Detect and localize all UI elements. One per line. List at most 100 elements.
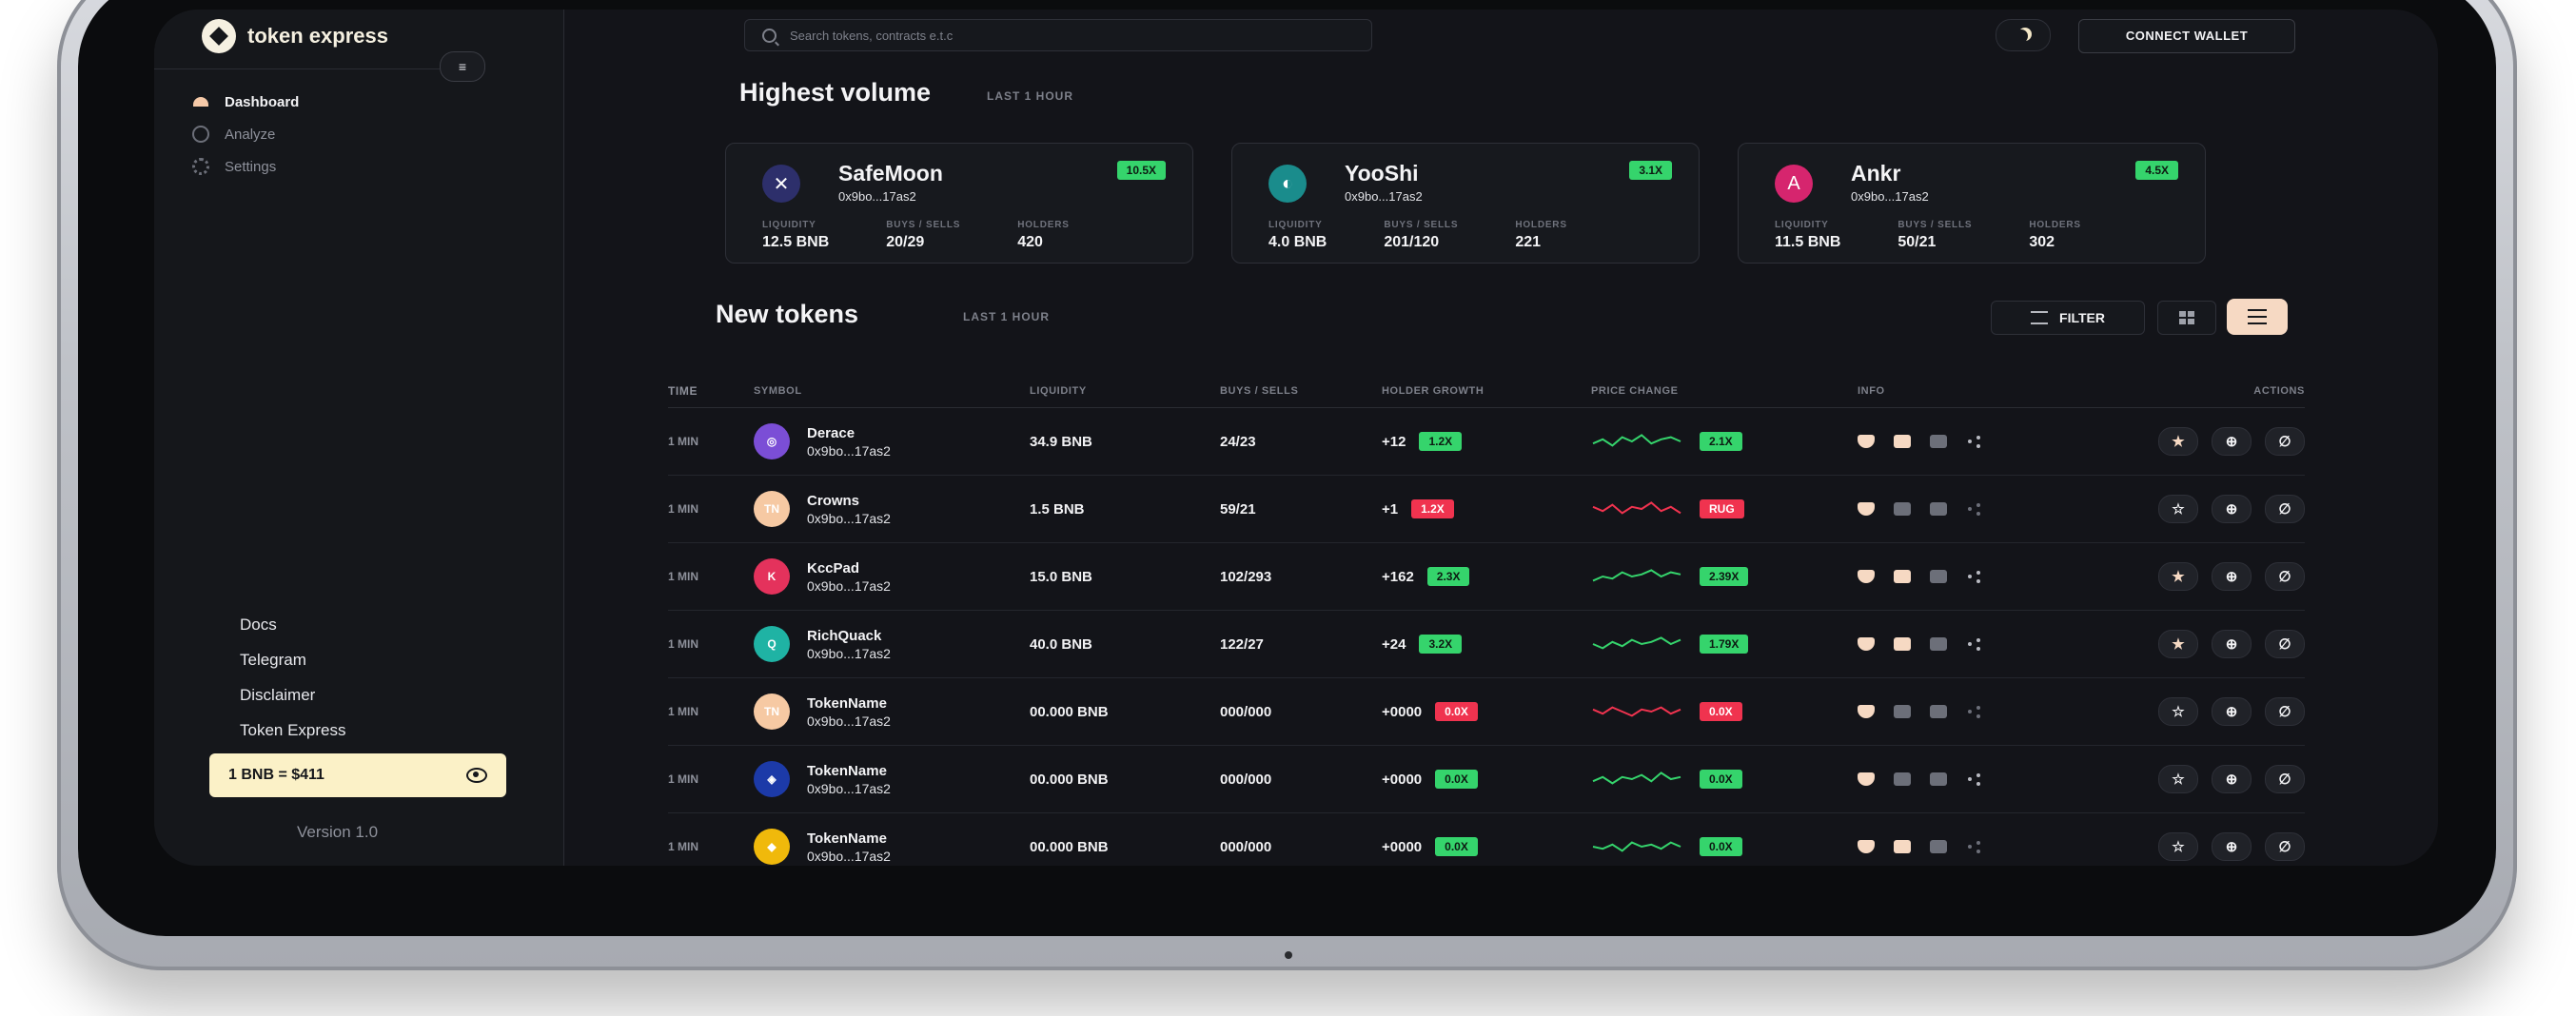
wallet-icon[interactable] [1894, 502, 1911, 516]
search-placeholder[interactable]: Search tokens, contracts e.t.c [790, 28, 954, 43]
row-symbol[interactable]: TN Crowns 0x9bo...17as2 [754, 491, 1030, 527]
table-row[interactable]: 1 MIN Q RichQuack 0x9bo...17as2 40.0 BNB 122/… [668, 611, 2305, 678]
lock-icon[interactable] [1930, 502, 1947, 516]
shield-icon[interactable] [1858, 705, 1875, 718]
table-row[interactable]: 1 MIN TN Crowns 0x9bo...17as2 1.5 BNB 59/21 +1… [668, 476, 2305, 543]
share-icon[interactable] [1966, 705, 1983, 718]
bnb-price-box[interactable]: 1 BNB = $411 [209, 753, 506, 797]
connect-wallet-button[interactable]: CONNECT WALLET [2078, 19, 2295, 53]
price-change-badge: 2.1X [1700, 432, 1742, 451]
liquidity-value: 12.5 BNB [762, 234, 830, 250]
star-button[interactable]: ☆ [2158, 697, 2198, 726]
details-button[interactable]: ⊕ [2212, 495, 2252, 523]
wallet-icon[interactable] [1894, 772, 1911, 786]
wallet-icon[interactable] [1894, 637, 1911, 651]
table-row[interactable]: 1 MIN ◆ TokenName 0x9bo...17as2 00.000 BNB 00… [668, 813, 2305, 866]
star-button[interactable]: ☆ [2158, 495, 2198, 523]
row-symbol[interactable]: ◆ TokenName 0x9bo...17as2 [754, 829, 1030, 865]
grid-view-button[interactable] [2157, 301, 2216, 335]
search-bar[interactable]: Search tokens, contracts e.t.c [744, 19, 1372, 51]
docs-link[interactable]: Docs [240, 615, 277, 634]
shield-icon[interactable] [1858, 435, 1875, 448]
hide-button[interactable]: ∅ [2265, 765, 2305, 793]
lock-icon[interactable] [1930, 435, 1947, 448]
lock-icon[interactable] [1930, 840, 1947, 853]
lock-icon[interactable] [1930, 570, 1947, 583]
row-symbol[interactable]: ◎ Derace 0x9bo...17as2 [754, 423, 1030, 459]
shield-icon[interactable] [1858, 570, 1875, 583]
volume-card[interactable]: ✕ SafeMoon 0x9bo...17as2 10.5X LIQUIDITY… [725, 143, 1193, 264]
brand-logo[interactable]: token express [202, 19, 388, 53]
row-symbol[interactable]: ◈ TokenName 0x9bo...17as2 [754, 761, 1030, 797]
eye-icon[interactable] [466, 768, 487, 783]
share-icon[interactable] [1966, 502, 1983, 516]
holder-growth-badge: 2.3X [1426, 567, 1470, 586]
bnb-price: 1 BNB = $411 [228, 767, 324, 783]
telegram-link[interactable]: Telegram [240, 651, 306, 669]
shield-icon[interactable] [1858, 637, 1875, 651]
wallet-icon[interactable] [1894, 435, 1911, 448]
share-icon[interactable] [1966, 435, 1983, 448]
list-view-button[interactable] [2227, 299, 2288, 335]
sparkline-line [1592, 706, 1681, 717]
token-express-link[interactable]: Token Express [240, 721, 346, 739]
table-header: TIME SYMBOL LIQUIDITY BUYS / SELLS HOLDE… [668, 375, 2305, 408]
lock-icon[interactable] [1930, 772, 1947, 786]
lock-icon[interactable] [1930, 705, 1947, 718]
details-button[interactable]: ⊕ [2212, 765, 2252, 793]
hide-button[interactable]: ∅ [2265, 697, 2305, 726]
table-row[interactable]: 1 MIN K KccPad 0x9bo...17as2 15.0 BNB 102/293… [668, 543, 2305, 611]
shield-icon[interactable] [1858, 772, 1875, 786]
star-button[interactable]: ★ [2158, 562, 2198, 591]
share-icon[interactable] [1966, 637, 1983, 651]
hide-button[interactable]: ∅ [2265, 832, 2305, 861]
star-button[interactable]: ☆ [2158, 765, 2198, 793]
table-row[interactable]: 1 MIN ◎ Derace 0x9bo...17as2 34.9 BNB 24/23 +1… [668, 408, 2305, 476]
shield-icon[interactable] [1858, 502, 1875, 516]
hide-button[interactable]: ∅ [2265, 630, 2305, 658]
details-button[interactable]: ⊕ [2212, 427, 2252, 456]
details-button[interactable]: ⊕ [2212, 630, 2252, 658]
share-icon[interactable] [1966, 840, 1983, 853]
row-symbol[interactable]: TN TokenName 0x9bo...17as2 [754, 694, 1030, 730]
row-time: 1 MIN [668, 772, 699, 786]
row-info [1858, 502, 2076, 516]
column-header: PRICE CHANGE [1591, 385, 1679, 397]
volume-card[interactable]: ◐ YooShi 0x9bo...17as2 3.1X LIQUIDITY 4.0… [1231, 143, 1700, 264]
sidebar-item-analyze[interactable]: Analyze [192, 118, 299, 150]
row-actions: ☆ ⊕ ∅ [2076, 697, 2305, 726]
details-button[interactable]: ⊕ [2212, 562, 2252, 591]
table-row[interactable]: 1 MIN TN TokenName 0x9bo...17as2 00.000 BNB 0… [668, 678, 2305, 746]
hide-button[interactable]: ∅ [2265, 427, 2305, 456]
row-symbol[interactable]: Q RichQuack 0x9bo...17as2 [754, 626, 1030, 662]
hide-button[interactable]: ∅ [2265, 495, 2305, 523]
wallet-icon[interactable] [1894, 570, 1911, 583]
sidebar-item-dashboard[interactable]: Dashboard [192, 86, 299, 118]
volume-card[interactable]: A Ankr 0x9bo...17as2 4.5X LIQUIDITY 11.5 … [1738, 143, 2206, 264]
star-button[interactable]: ★ [2158, 427, 2198, 456]
new-tokens-title: New tokens [716, 300, 859, 328]
share-icon[interactable] [1966, 772, 1983, 786]
lock-icon[interactable] [1930, 637, 1947, 651]
collapse-sidebar-button[interactable]: ≡ [440, 51, 485, 82]
hide-button[interactable]: ∅ [2265, 562, 2305, 591]
share-icon[interactable] [1966, 570, 1983, 583]
star-button[interactable]: ★ [2158, 630, 2198, 658]
sidebar-item-settings[interactable]: Settings [192, 150, 299, 183]
row-price-change: 2.39X [1591, 564, 1858, 589]
details-button[interactable]: ⊕ [2212, 697, 2252, 726]
token-logo: ◎ [754, 423, 790, 459]
row-symbol[interactable]: K KccPad 0x9bo...17as2 [754, 558, 1030, 595]
wallet-icon[interactable] [1894, 705, 1911, 718]
star-button[interactable]: ☆ [2158, 832, 2198, 861]
token-name: SafeMoon [838, 161, 943, 186]
token-logo: TN [754, 694, 790, 730]
theme-toggle-button[interactable] [1996, 19, 2051, 51]
filter-button[interactable]: FILTER [1991, 301, 2145, 335]
details-button[interactable]: ⊕ [2212, 832, 2252, 861]
shield-icon[interactable] [1858, 840, 1875, 853]
buys-sells-value: 201/120 [1384, 234, 1440, 250]
wallet-icon[interactable] [1894, 840, 1911, 853]
disclaimer-link[interactable]: Disclaimer [240, 686, 316, 704]
table-row[interactable]: 1 MIN ◈ TokenName 0x9bo...17as2 00.000 BNB 00… [668, 746, 2305, 813]
